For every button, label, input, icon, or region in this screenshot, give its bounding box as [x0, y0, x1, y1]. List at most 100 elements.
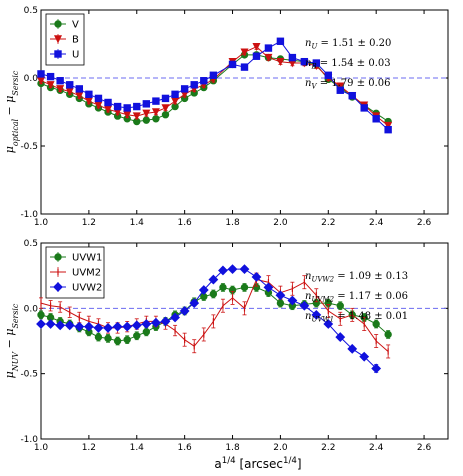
data-point [252, 52, 261, 60]
y-tick-label: 0.5 [24, 239, 38, 249]
x-tick-label: 1.6 [177, 218, 192, 228]
data-point [122, 321, 133, 332]
data-point [37, 70, 45, 78]
data-point [384, 330, 392, 339]
data-point [312, 59, 321, 67]
y-axis-label: μNUV − μSersic [3, 303, 20, 378]
data-point [228, 60, 237, 69]
data-point [94, 333, 103, 341]
data-point [141, 319, 152, 329]
data-point [209, 71, 218, 79]
data-point [64, 320, 75, 331]
data-point [336, 82, 345, 91]
data-point [227, 264, 238, 275]
x-tick-label: 1.2 [82, 443, 96, 453]
panel-2: 1.0 1.2 1.4 1.6 1.8 2.0 2.2 2.4 2.6 0.5 0.0 -0.5 -1.… [3, 239, 449, 453]
data-point [384, 125, 392, 134]
data-point [276, 299, 285, 307]
data-point [251, 272, 262, 282]
data-point [93, 323, 104, 333]
data-point [276, 37, 285, 45]
data-point [240, 283, 249, 292]
data-point [161, 104, 170, 113]
legend-marker [53, 35, 63, 44]
data-point [113, 102, 122, 111]
x-tick-label: 1.2 [82, 218, 96, 228]
y-axis-label: μoptical − μSersic [3, 70, 20, 153]
legend-marker [54, 50, 62, 58]
series-uvm2 [39, 272, 391, 359]
fit-annotations: nUVW2 = 1.09 ± 0.13 nUVM2 = 1.17 ± 0.06 nU… [305, 271, 408, 324]
legend-label-u: U [72, 50, 79, 61]
data-point [56, 77, 64, 85]
data-point [300, 57, 309, 66]
data-point [123, 335, 131, 344]
data-point [56, 85, 65, 94]
data-point [151, 317, 161, 328]
data-point [323, 319, 334, 329]
data-point [104, 98, 112, 107]
data-point [348, 91, 356, 100]
x-tick-label: 2.2 [321, 443, 335, 453]
data-point [46, 81, 55, 90]
data-point [360, 104, 368, 112]
series-u [37, 37, 392, 134]
panel-1: 1.0 1.2 1.4 1.6 1.8 2.0 2.2 2.4 2.6 0.5 0.0 -0.5 -1.… [3, 6, 449, 228]
legend-label-v: V [72, 20, 79, 31]
y-tick-label: -0.5 [20, 370, 38, 380]
data-point [276, 57, 285, 66]
data-point [372, 115, 380, 123]
data-point [252, 43, 261, 52]
x-tick-label: 1.4 [130, 443, 145, 453]
annotation-n-uvm2: nUVM2 = 1.17 ± 0.06 [305, 291, 408, 304]
data-point [123, 104, 131, 112]
plot-frame [40, 242, 449, 440]
data-point [209, 290, 218, 298]
legend: UVW1 UVM2 UVW2 [45, 246, 105, 299]
data-point [288, 53, 297, 62]
data-point [160, 316, 171, 327]
data-point [133, 332, 141, 340]
x-tick-label: 2.6 [417, 443, 432, 453]
data-point [142, 100, 151, 108]
data-point [275, 290, 286, 301]
legend-label-uvw1: UVW1 [72, 253, 102, 264]
data-point [299, 300, 310, 311]
data-point [336, 86, 344, 94]
data-point [240, 48, 249, 57]
data-point [200, 77, 208, 85]
data-point [151, 108, 160, 117]
data-point [180, 85, 189, 93]
x-tick-label: 2.0 [273, 443, 288, 453]
data-point [347, 343, 358, 354]
data-point [142, 116, 151, 124]
data-point [66, 81, 74, 89]
annotation-n-uvw2: nUVW2 = 1.09 ± 0.13 [305, 271, 408, 284]
x-tick-label: 2.2 [321, 218, 335, 228]
data-point [311, 309, 322, 320]
data-point [85, 90, 93, 99]
legend-label-uvm2: UVM2 [72, 268, 101, 279]
data-point [171, 90, 179, 99]
data-point [190, 81, 198, 89]
annotation-n-b: nB = 1.54 ± 0.03 [305, 58, 391, 71]
data-point [208, 274, 219, 285]
data-point [372, 320, 380, 328]
x-tick-label: 1.6 [177, 443, 192, 453]
data-point [103, 323, 113, 333]
data-point [46, 72, 55, 81]
data-point [152, 115, 160, 123]
y-tick-label: -1.0 [20, 435, 38, 445]
annotation-n-v: nV = 1.79 ± 0.06 [305, 78, 391, 91]
legend: VBU [45, 13, 85, 66]
data-point [324, 71, 332, 79]
data-point [239, 264, 250, 275]
data-point [104, 334, 112, 343]
data-point [113, 337, 122, 345]
data-point [132, 112, 141, 121]
x-tick-label: 1.4 [130, 218, 145, 228]
data-point [218, 265, 228, 276]
annotation-n-u: nU = 1.51 ± 0.20 [305, 38, 391, 51]
data-point [384, 121, 393, 130]
